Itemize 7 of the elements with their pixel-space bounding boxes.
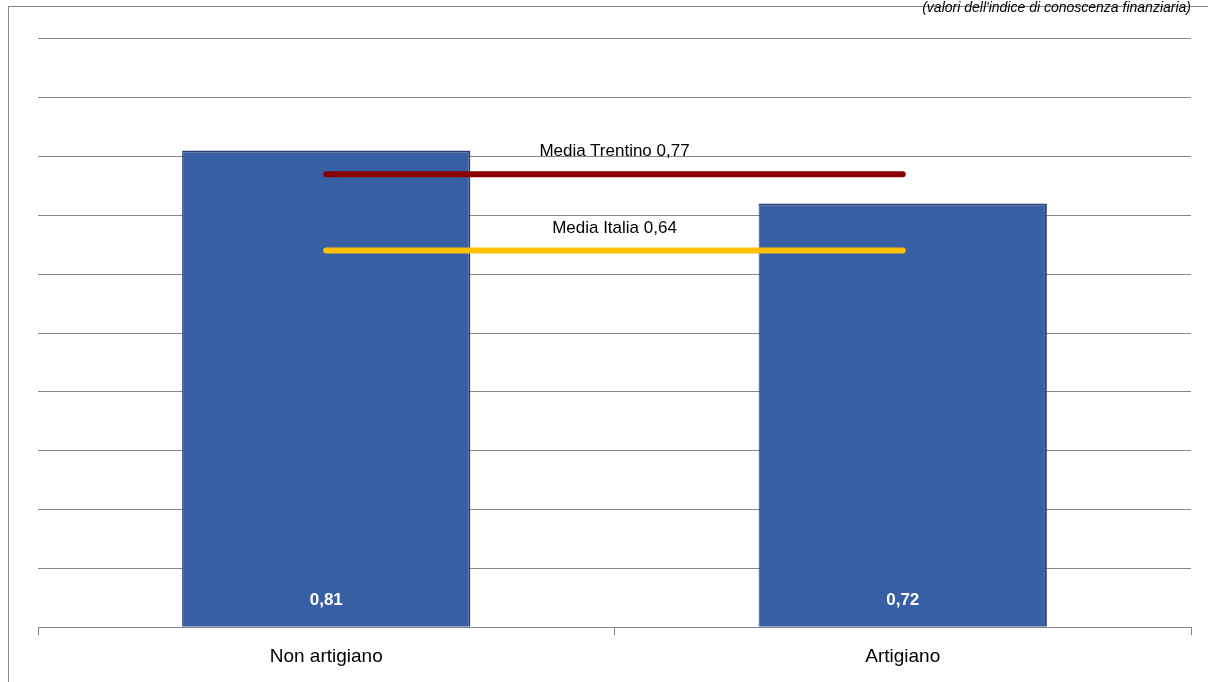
x-tick-label: Non artigiano <box>269 644 383 666</box>
ref-line-label: Media Italia 0,64 <box>552 217 677 237</box>
x-tick-label: Artigiano <box>865 644 941 666</box>
chart-subtitle: (valori dell'indice di conoscenza finanziaria) <box>922 0 1191 16</box>
data-label: 0,81 <box>309 590 343 610</box>
data-label: 0,72 <box>886 590 920 610</box>
ref-line-label: Media Trentino 0,77 <box>539 141 690 161</box>
